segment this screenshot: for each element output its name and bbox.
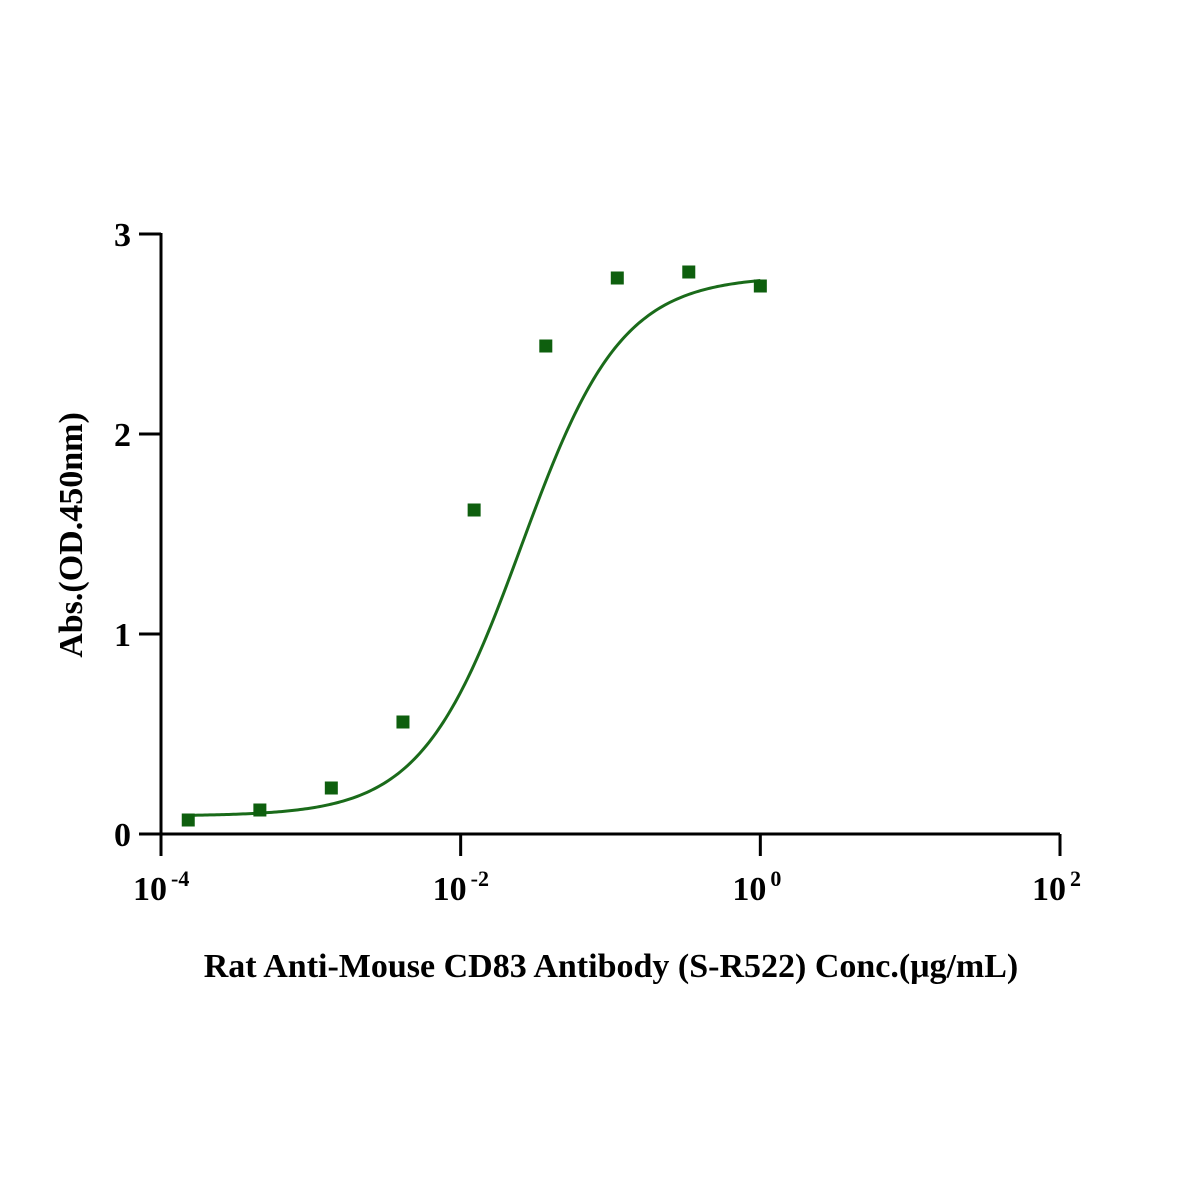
x-tick-exponent: 0: [770, 866, 781, 891]
data-points-layer: [181, 265, 767, 827]
data-point: [682, 265, 696, 279]
data-point: [539, 339, 553, 353]
data-point: [181, 813, 195, 827]
data-point: [753, 279, 767, 293]
x-tick-label: 10: [133, 871, 167, 908]
y-tick-label: 0: [114, 817, 131, 854]
y-axis-title: Abs.(OD.450nm): [53, 412, 90, 658]
data-point: [610, 271, 624, 285]
fit-curve: [188, 279, 761, 817]
data-point: [324, 781, 338, 795]
x-tick-label: 10: [433, 871, 467, 908]
y-tick-label: 1: [114, 617, 131, 654]
data-point: [396, 715, 410, 729]
y-tick-label: 2: [114, 417, 131, 454]
fit-curve-layer: [188, 279, 761, 817]
data-point: [467, 503, 481, 517]
x-tick-exponent: -4: [171, 866, 189, 891]
x-axis-title: Rat Anti-Mouse CD83 Antibody (S-R522) Co…: [204, 948, 1019, 985]
x-tick-label: 10: [1032, 871, 1066, 908]
y-tick-label: 3: [114, 217, 131, 254]
data-point: [253, 803, 267, 817]
x-tick-exponent: -2: [471, 866, 489, 891]
x-tick-label: 10: [732, 871, 766, 908]
x-tick-exponent: 2: [1070, 866, 1081, 891]
